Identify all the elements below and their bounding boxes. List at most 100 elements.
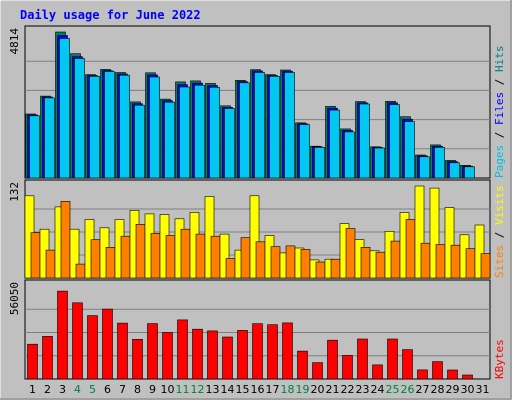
x-tick-day-9: 9	[149, 383, 156, 396]
bar-sites-day-8	[135, 224, 146, 279]
bar-pages-day-18	[284, 72, 295, 179]
bar-kbytes-day-16	[252, 323, 263, 380]
bar-pages-day-22	[344, 131, 355, 179]
bar-kbytes-day-18	[282, 322, 293, 380]
bar-pages-day-19	[299, 124, 310, 179]
side-legend-files: Files	[493, 92, 506, 125]
bar-kbytes-day-2	[42, 336, 53, 380]
bar-pages-day-10	[164, 101, 175, 179]
x-tick-day-24: 24	[371, 383, 385, 396]
bar-pages-day-13	[209, 87, 220, 179]
side-legend: Pages / Files / Hits	[493, 46, 506, 179]
x-tick-day-17: 17	[266, 383, 280, 396]
bar-kbytes-day-9	[147, 323, 158, 380]
bar-sites-day-22	[345, 228, 356, 279]
bar-visits-day-4	[69, 228, 80, 279]
x-tick-day-3: 3	[59, 383, 66, 396]
bar-kbytes-day-20	[312, 362, 323, 380]
bar-sites-day-7	[120, 235, 131, 279]
bar-kbytes-day-22	[342, 355, 353, 380]
bar-sites-day-11	[180, 228, 191, 279]
bar-kbytes-day-14	[222, 336, 233, 380]
x-tick-day-8: 8	[134, 383, 141, 396]
bar-kbytes-day-8	[132, 338, 143, 380]
bar-sites-day-29	[450, 244, 461, 279]
bar-kbytes-day-17	[267, 324, 278, 380]
bar-kbytes-day-24	[372, 364, 383, 380]
bar-pages-day-14	[224, 108, 235, 179]
x-tick-day-28: 28	[431, 383, 445, 396]
side-legend: KBytes	[493, 339, 506, 379]
bar-sites-day-6	[105, 247, 116, 279]
bar-pages-day-29	[449, 162, 460, 179]
bar-pages-day-7	[119, 74, 130, 179]
bar-pages-day-21	[329, 109, 340, 179]
bar-pages-day-12	[194, 84, 205, 179]
panel-hits: 4814 Pages / Files / Hits	[8, 25, 506, 179]
x-tick-day-26: 26	[401, 383, 415, 396]
x-tick-day-27: 27	[416, 383, 430, 396]
bar-sites-day-4	[75, 263, 86, 279]
bar-sites-day-1	[30, 232, 41, 279]
bar-sites-day-19	[300, 249, 311, 279]
bar-pages-day-9	[149, 76, 160, 179]
bar-visits-day-16	[249, 195, 260, 279]
x-tick-day-10: 10	[161, 383, 175, 396]
bar-pages-day-20	[314, 147, 325, 179]
x-tick-day-13: 13	[206, 383, 220, 396]
x-tick-day-14: 14	[221, 383, 235, 396]
bar-sites-day-20	[315, 261, 326, 279]
bar-kbytes-day-6	[102, 308, 113, 380]
bar-sites-day-26	[405, 219, 416, 279]
panel-visits: 132 Sites / Visits	[8, 179, 506, 279]
x-tick-day-21: 21	[326, 383, 340, 396]
bar-sites-day-23	[360, 247, 371, 279]
bar-pages-day-17	[269, 76, 280, 179]
x-tick-day-12: 12	[191, 383, 205, 396]
x-tick-day-2: 2	[44, 383, 51, 396]
bar-kbytes-day-29	[447, 369, 458, 380]
panel-kbytes: 56050 KBytes	[8, 279, 506, 380]
side-legend-pages: Pages	[493, 145, 506, 178]
side-legend-kbytes: KBytes	[493, 339, 506, 379]
bar-kbytes-day-5	[87, 315, 98, 380]
x-tick-day-22: 22	[341, 383, 355, 396]
bar-kbytes-day-3	[57, 290, 68, 380]
bar-pages-day-26	[404, 121, 415, 179]
side-legend-visits: Visits	[493, 185, 506, 225]
bar-kbytes-day-1	[27, 343, 38, 380]
side-legend-separator: /	[493, 72, 506, 92]
bar-pages-day-5	[89, 76, 100, 179]
bar-kbytes-day-12	[192, 328, 203, 380]
bar-sites-day-21	[330, 258, 341, 279]
y-max-label: 4814	[8, 28, 21, 55]
chart-title: Daily usage for June 2022	[20, 8, 201, 22]
bar-pages-day-28	[434, 147, 445, 179]
bar-pages-day-24	[374, 147, 385, 179]
x-tick-day-11: 11	[176, 383, 190, 396]
x-tick-day-15: 15	[236, 383, 250, 396]
bar-kbytes-day-23	[357, 338, 368, 380]
side-legend-hits: Hits	[493, 46, 506, 73]
bar-sites-day-14	[225, 258, 236, 279]
bar-kbytes-day-26	[402, 349, 413, 380]
bar-kbytes-day-27	[417, 369, 428, 380]
bar-pages-day-11	[179, 86, 190, 179]
bar-visits-day-29	[444, 207, 455, 279]
bar-kbytes-day-11	[177, 319, 188, 380]
bar-pages-day-16	[254, 72, 265, 179]
bar-sites-day-10	[165, 235, 176, 279]
bar-pages-day-2	[44, 97, 55, 179]
bar-sites-day-9	[150, 233, 161, 279]
bar-sites-day-17	[270, 246, 281, 279]
bar-sites-day-31	[480, 253, 491, 279]
bar-kbytes-day-19	[297, 350, 308, 380]
bar-kbytes-day-13	[207, 330, 218, 380]
bar-sites-day-13	[210, 235, 221, 279]
bar-sites-day-30	[465, 248, 476, 279]
bar-sites-day-25	[390, 240, 401, 279]
x-tick-day-25: 25	[386, 383, 400, 396]
bar-kbytes-day-10	[162, 332, 173, 380]
x-tick-day-5: 5	[89, 383, 96, 396]
x-tick-day-16: 16	[251, 383, 265, 396]
